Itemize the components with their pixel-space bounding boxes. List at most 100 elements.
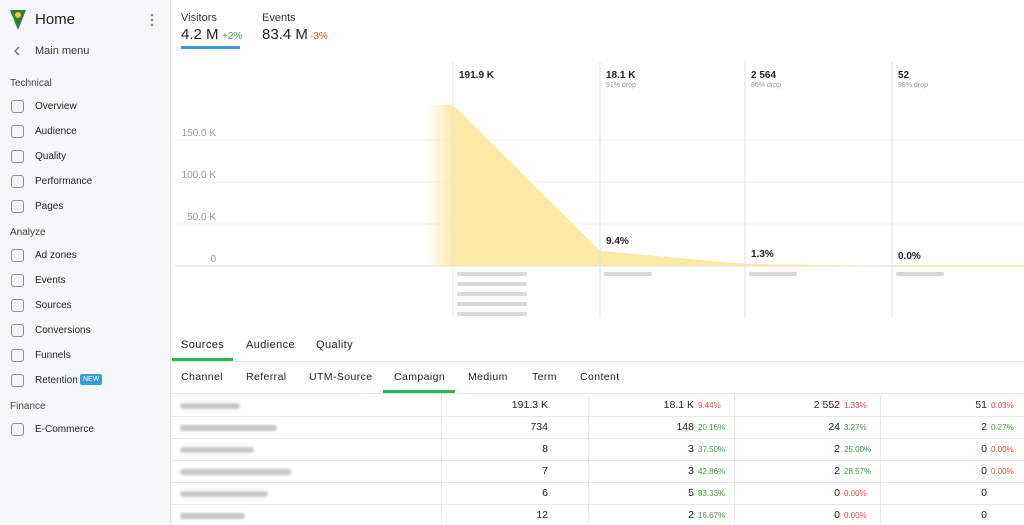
menu-dots[interactable] bbox=[150, 13, 154, 27]
step-count: 0 bbox=[981, 465, 987, 477]
app-title[interactable]: Home bbox=[35, 11, 76, 28]
y-tick-label: 150.0 K bbox=[182, 128, 217, 139]
metric-label[interactable]: Visitors bbox=[181, 12, 217, 24]
step-count: 0 bbox=[981, 509, 987, 521]
nav-icon bbox=[11, 200, 24, 213]
nav-item[interactable]: Pages bbox=[35, 201, 64, 212]
funnel-fade bbox=[427, 104, 453, 266]
col-divider bbox=[441, 505, 442, 525]
nav-item[interactable]: Conversions bbox=[35, 325, 91, 336]
row-divider bbox=[171, 482, 1024, 483]
step-pct: 9.44% bbox=[698, 401, 721, 410]
col-divider bbox=[441, 483, 442, 505]
nav-icon bbox=[11, 125, 24, 138]
step-conversion: 9.4% bbox=[606, 236, 629, 247]
metric-value[interactable]: 4.2 M bbox=[181, 26, 219, 43]
section-heading: Technical bbox=[10, 78, 52, 89]
col-divider bbox=[441, 461, 442, 483]
nav-item[interactable]: Events bbox=[35, 275, 66, 286]
nav-icon bbox=[11, 374, 24, 387]
tab-separator bbox=[171, 361, 1024, 362]
step-count: 51 bbox=[975, 399, 987, 411]
row-divider bbox=[171, 504, 1024, 505]
step-count: 3 bbox=[688, 443, 694, 455]
col-divider bbox=[880, 505, 881, 525]
row-divider bbox=[171, 460, 1024, 461]
nav-item[interactable]: Sources bbox=[35, 300, 72, 311]
blurred-name bbox=[180, 513, 245, 519]
nav-icon bbox=[11, 249, 24, 262]
badge: NEW bbox=[80, 374, 103, 385]
blurred-name bbox=[180, 491, 268, 497]
step-value: 52 bbox=[898, 70, 910, 81]
step-pct: 0.27% bbox=[991, 423, 1014, 432]
step-count: 3 bbox=[688, 465, 694, 477]
step-count: 2 552 bbox=[813, 399, 840, 411]
step-drop: 98% drop bbox=[898, 82, 928, 89]
step-count: 0 bbox=[981, 487, 987, 499]
tab[interactable]: Quality bbox=[316, 339, 354, 351]
step-count: 2 bbox=[834, 465, 840, 477]
tab[interactable]: Audience bbox=[246, 339, 296, 351]
col-divider bbox=[734, 505, 735, 525]
subtab[interactable]: Referral bbox=[246, 371, 287, 383]
step-pct: 20.16% bbox=[698, 423, 726, 432]
metric-label[interactable]: Events bbox=[262, 12, 296, 24]
blurred-name bbox=[180, 447, 254, 453]
section-heading: Analyze bbox=[10, 227, 46, 238]
subtab[interactable]: Channel bbox=[181, 371, 223, 383]
y-tick-label: 50.0 K bbox=[187, 212, 216, 223]
blurred-label bbox=[457, 282, 527, 286]
metric-value[interactable]: 83.4 M bbox=[262, 26, 308, 43]
step-pct: 3.27% bbox=[844, 423, 867, 432]
back-icon bbox=[13, 46, 20, 56]
nav-item[interactable]: Funnels bbox=[35, 350, 71, 361]
col-divider bbox=[588, 417, 589, 439]
step-pct: 0.00% bbox=[844, 489, 867, 498]
row-divider bbox=[171, 416, 1024, 417]
step-count: 2 bbox=[981, 421, 987, 433]
step-value: 18.1 K bbox=[606, 70, 636, 81]
step-pct: 1.33% bbox=[844, 401, 867, 410]
nav-item[interactable]: Audience bbox=[35, 126, 77, 137]
nav-icon bbox=[11, 324, 24, 337]
nav-item[interactable]: Quality bbox=[35, 151, 67, 162]
col-divider bbox=[734, 461, 735, 483]
subtab[interactable]: Campaign bbox=[394, 371, 446, 383]
col-divider bbox=[880, 483, 881, 505]
step-count: 5 bbox=[688, 487, 694, 499]
logo bbox=[10, 10, 26, 30]
step-conversion: 0.0% bbox=[898, 251, 921, 262]
step-pct: 25.00% bbox=[844, 445, 872, 454]
blurred-label bbox=[749, 272, 797, 276]
col-divider bbox=[880, 395, 881, 417]
nav-item[interactable]: Ad zones bbox=[35, 250, 77, 261]
nav-item[interactable]: Retention bbox=[35, 375, 78, 386]
y-tick-label: 100.0 K bbox=[182, 170, 217, 181]
step-count: 2 bbox=[834, 443, 840, 455]
main-menu-link[interactable]: Main menu bbox=[35, 45, 90, 57]
step-value: 2 564 bbox=[751, 70, 776, 81]
nav-icon bbox=[11, 349, 24, 362]
tab[interactable]: Sources bbox=[181, 339, 225, 351]
subtab[interactable]: UTM-Source bbox=[309, 371, 373, 383]
nav-item[interactable]: E-Commerce bbox=[35, 424, 94, 435]
col-divider bbox=[734, 395, 735, 417]
step-count: 0 bbox=[981, 443, 987, 455]
subtab[interactable]: Medium bbox=[468, 371, 508, 383]
section-heading: Finance bbox=[10, 401, 46, 412]
nav-item[interactable]: Overview bbox=[35, 101, 77, 112]
subtab[interactable]: Term bbox=[532, 371, 557, 383]
step-count: 18.1 K bbox=[663, 399, 694, 411]
col-divider bbox=[441, 439, 442, 461]
subtab[interactable]: Content bbox=[580, 371, 620, 383]
row-total: 191.3 K bbox=[511, 399, 548, 411]
nav-icon bbox=[11, 274, 24, 287]
col-divider bbox=[588, 483, 589, 505]
row-divider bbox=[171, 438, 1024, 439]
blurred-label bbox=[896, 272, 944, 276]
blurred-name bbox=[180, 425, 277, 431]
step-count: 0 bbox=[834, 487, 840, 499]
step-pct: 0.00% bbox=[991, 445, 1014, 454]
nav-item[interactable]: Performance bbox=[35, 176, 93, 187]
